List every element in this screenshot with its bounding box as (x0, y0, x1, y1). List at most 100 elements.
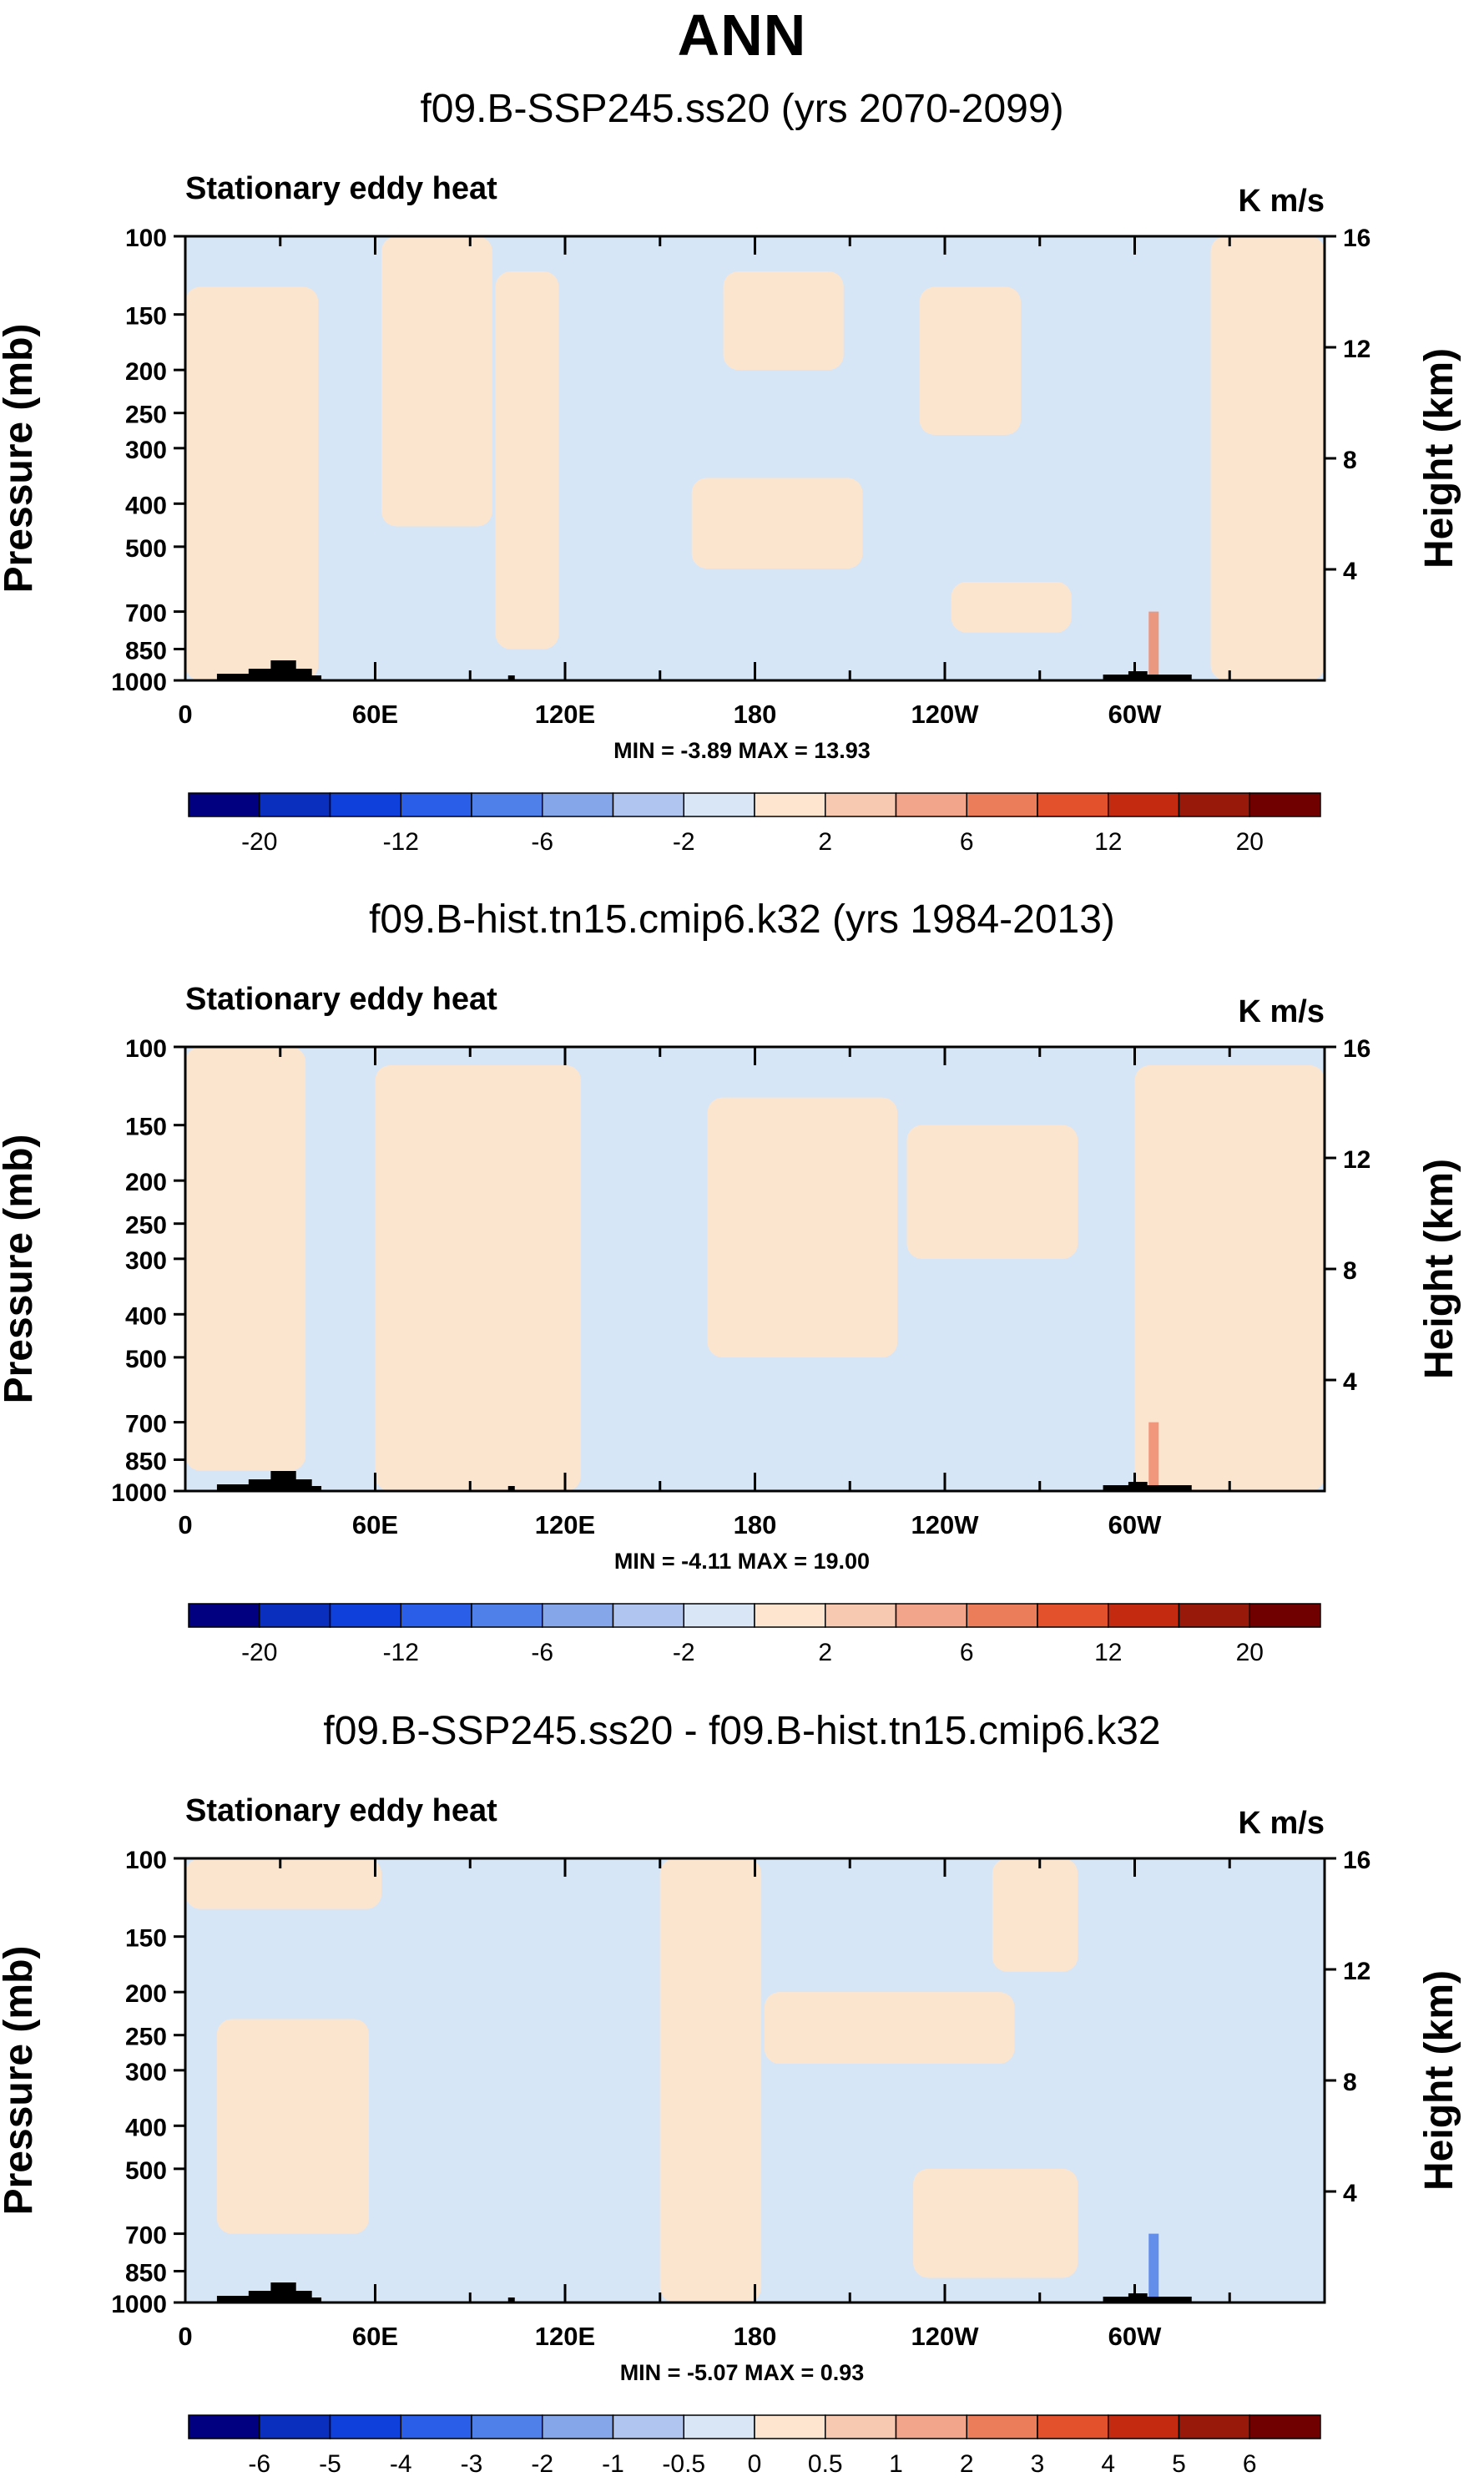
colorbar-label: -4 (390, 2450, 412, 2478)
colorbar-swatch (471, 792, 543, 817)
colorbar-label: 4 (1101, 2450, 1115, 2478)
field-region (707, 1097, 898, 1357)
pressure-tick-label: 200 (125, 358, 167, 386)
pressure-tick-label: 500 (125, 2157, 167, 2185)
colorbar-label: 3 (1031, 2450, 1045, 2478)
pressure-tick-label: 400 (125, 1302, 167, 1330)
field-region (992, 1858, 1078, 1972)
pressure-tick-label: 300 (125, 1247, 167, 1275)
panel-title: f09.B-SSP245.ss20 - f09.B-hist.tn15.cmip… (323, 1709, 1160, 1753)
lon-tick-label: 60E (352, 700, 398, 729)
colorbar-label: -2 (531, 2450, 553, 2478)
field-region (906, 1125, 1078, 1259)
colorbar-label: -20 (241, 828, 277, 856)
field-region (659, 1858, 762, 2302)
colorbar-swatch (1037, 2414, 1109, 2439)
pressure-tick-label: 100 (125, 225, 167, 252)
colorbar-swatch (683, 792, 755, 817)
colorbar-label: 12 (1094, 1639, 1122, 1666)
pressure-tick-label: 200 (125, 1169, 167, 1196)
lon-tick-label: 120W (911, 1510, 980, 1539)
pressure-tick-label: 250 (125, 402, 167, 429)
pressure-tick-label: 200 (125, 1980, 167, 2008)
stats-label: MIN = -4.11 MAX = 19.00 (614, 1549, 870, 1574)
lon-tick-label: 120E (535, 1510, 595, 1539)
height-tick-label: 4 (1343, 1368, 1357, 1396)
colorbar-label: 20 (1236, 828, 1264, 856)
colorbar-swatch (754, 2414, 826, 2439)
colorbar-swatch (612, 2414, 684, 2439)
colorbar-swatch (400, 1603, 472, 1628)
pressure-tick-label: 300 (125, 2059, 167, 2086)
colorbar-swatch (400, 792, 472, 817)
lon-tick-label: 120W (911, 2322, 980, 2351)
colorbar-swatch (1178, 792, 1250, 817)
lon-tick-label: 60E (352, 2322, 398, 2351)
colorbar-swatch (329, 792, 401, 817)
colorbar-swatch (966, 1603, 1038, 1628)
figure-title: ANN (677, 3, 807, 68)
colorbar-label: -2 (673, 1639, 695, 1666)
pressure-tick-label: 1000 (111, 669, 167, 696)
pressure-tick-label: 150 (125, 303, 167, 331)
colorbar-swatch (966, 2414, 1038, 2439)
pressure-tick-label: 1000 (111, 1479, 167, 1507)
pressure-tick-label: 1000 (111, 2291, 167, 2318)
panel-subtitle: Stationary eddy heat (185, 982, 497, 1017)
colorbar-swatch (754, 792, 826, 817)
colorbar-swatch (612, 792, 684, 817)
pressure-tick-label: 150 (125, 1925, 167, 1953)
colorbar-swatch (1108, 2414, 1180, 2439)
height-tick-label: 16 (1343, 225, 1370, 252)
pressure-axis-label: Pressure (mb) (0, 324, 41, 594)
panel-subtitle: Stationary eddy heat (185, 171, 497, 206)
units-label: K m/s (1239, 184, 1325, 219)
lon-tick-label: 0 (178, 700, 192, 729)
colorbar-swatch (188, 2414, 260, 2439)
colorbar-swatch (683, 1603, 755, 1628)
colorbar-label: 2 (960, 2450, 974, 2478)
field-region (919, 286, 1021, 435)
field-region (185, 1047, 306, 1471)
colorbar-label: 2 (818, 828, 832, 856)
lon-tick-label: 180 (734, 2322, 777, 2351)
field-region (216, 2019, 369, 2234)
colorbar-label: 0.5 (808, 2450, 843, 2478)
pressure-tick-label: 400 (125, 492, 167, 519)
colorbar-swatch (188, 792, 260, 817)
topography-south-america (1103, 2293, 1192, 2302)
colorbar-swatch (1037, 792, 1109, 817)
height-tick-label: 8 (1343, 2069, 1357, 2096)
colorbar-label: 0 (748, 2450, 762, 2478)
height-axis-label: Height (km) (1417, 1159, 1461, 1379)
colorbar-label: -20 (241, 1639, 277, 1666)
field-streak (1148, 2233, 1159, 2302)
height-tick-label: 8 (1343, 1257, 1357, 1285)
field-streak (1148, 611, 1159, 680)
colorbar-swatch (825, 1603, 897, 1628)
field-streak (1148, 1422, 1159, 1491)
colorbar-swatch (542, 1603, 614, 1628)
panel-subtitle: Stationary eddy heat (185, 1793, 497, 1828)
colorbar-swatch (612, 1603, 684, 1628)
units-label: K m/s (1239, 994, 1325, 1029)
field-region (381, 236, 492, 527)
field-region (185, 286, 319, 680)
colorbar-label: -6 (248, 2450, 270, 2478)
colorbar-swatch (471, 2414, 543, 2439)
colorbar-swatch (259, 792, 331, 817)
pressure-tick-label: 250 (125, 2024, 167, 2051)
colorbar-label: 6 (960, 828, 974, 856)
field-region (1210, 236, 1325, 680)
height-tick-label: 12 (1343, 336, 1370, 363)
colorbar-label: 6 (1243, 2450, 1257, 2478)
height-tick-label: 16 (1343, 1847, 1370, 1874)
colorbar-label: -0.5 (662, 2450, 705, 2478)
height-tick-label: 8 (1343, 447, 1357, 474)
colorbar-label: 2 (818, 1639, 832, 1666)
colorbar-swatch (1108, 1603, 1180, 1628)
colorbar-swatch (1249, 2414, 1321, 2439)
field-region (375, 1065, 581, 1491)
